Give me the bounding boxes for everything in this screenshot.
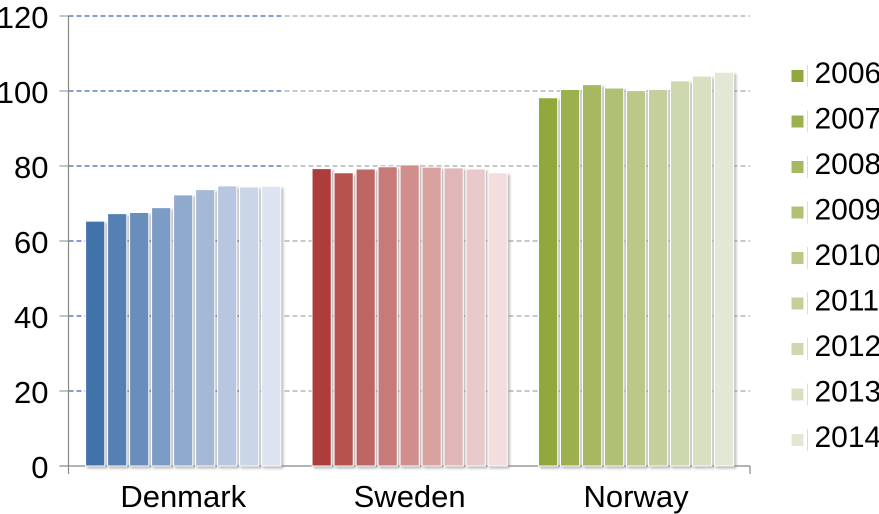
- svg-text:60: 60: [14, 225, 48, 260]
- svg-text:Sweden: Sweden: [354, 479, 466, 514]
- svg-text:2011: 2011: [815, 285, 879, 318]
- svg-text:100: 100: [0, 75, 49, 110]
- svg-text:2014: 2014: [815, 421, 879, 454]
- svg-text:2006: 2006: [815, 57, 879, 90]
- svg-text:2009: 2009: [815, 194, 879, 227]
- svg-text:2012: 2012: [815, 330, 879, 363]
- svg-text:2010: 2010: [815, 239, 879, 272]
- svg-text:120: 120: [0, 0, 49, 35]
- svg-text:2008: 2008: [815, 148, 879, 181]
- svg-text:80: 80: [14, 150, 48, 185]
- svg-text:Norway: Norway: [584, 479, 690, 514]
- svg-text:Denmark: Denmark: [120, 479, 246, 514]
- svg-text:2013: 2013: [815, 376, 879, 409]
- svg-text:2007: 2007: [815, 103, 879, 136]
- svg-text:40: 40: [14, 300, 48, 335]
- svg-text:0: 0: [31, 450, 48, 485]
- svg-text:20: 20: [14, 375, 48, 410]
